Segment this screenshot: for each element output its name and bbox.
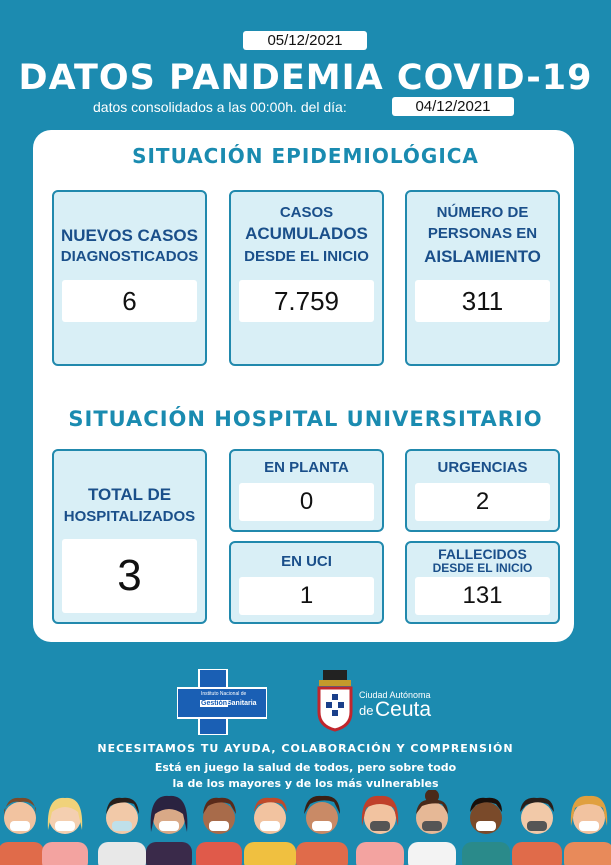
- urgencias-label: URGENCIAS: [437, 459, 528, 476]
- card-nuevos-casos: NUEVOS CASOS DIAGNOSTICADOS 6: [52, 190, 207, 366]
- footer-line-2: Está en juego la salud de todos, pero so…: [154, 761, 457, 774]
- report-date: 05/12/2021: [243, 31, 367, 50]
- total-label-2: HOSPITALIZADOS: [63, 508, 196, 525]
- people-illustration: [0, 790, 611, 865]
- person-11: [512, 797, 562, 865]
- total-value: 3: [62, 539, 197, 613]
- ceuta-label-name: Ceuta: [375, 698, 432, 721]
- page-subtitle: datos consolidados a las 00:00h. del día…: [93, 99, 347, 115]
- fallecidos-label-2: DESDE EL INICIO: [432, 561, 533, 575]
- planta-label: EN PLANTA: [264, 459, 349, 476]
- person-9: [408, 790, 456, 865]
- card-casos-acumulados: CASOS ACUMULADOS DESDE EL INICIO 7.759: [229, 190, 384, 366]
- person-12: [564, 795, 611, 865]
- person-6: [244, 797, 296, 865]
- ceuta-label-de: de: [359, 703, 374, 718]
- aislamiento-label-1: NÚMERO DE: [436, 204, 529, 221]
- uci-label: EN UCI: [281, 553, 332, 570]
- person-3: [98, 797, 146, 865]
- ingesa-logo: Instituto Nacional de Gestión Sanitaria: [176, 668, 268, 736]
- aislamiento-label-2: PERSONAS EN: [427, 225, 538, 242]
- card-total-hospitalizados: TOTAL DE HOSPITALIZADOS 3: [52, 449, 207, 624]
- person-2: [42, 797, 88, 865]
- fallecidos-label-1: FALLECIDOS: [438, 546, 527, 562]
- uci-value: 1: [239, 577, 374, 615]
- nuevos-casos-label-1: NUEVOS CASOS: [61, 226, 198, 245]
- card-aislamiento: NÚMERO DE PERSONAS EN AISLAMIENTO 311: [405, 190, 560, 366]
- acumulados-label-1: CASOS: [279, 204, 334, 221]
- nuevos-casos-label-2: DIAGNOSTICADOS: [60, 248, 199, 265]
- total-label-1: TOTAL DE: [87, 485, 172, 504]
- ceuta-label-1: Ciudad Autónoma: [359, 690, 431, 700]
- person-5: [196, 797, 242, 865]
- footer-heading: NECESITAMOS TU AYUDA, COLABORACIÓN Y COM…: [97, 742, 514, 755]
- card-en-planta: EN PLANTA 0: [229, 449, 384, 532]
- acumulados-label-2: ACUMULADOS: [245, 224, 368, 243]
- section-title-hospital: SITUACIÓN HOSPITAL UNIVERSITARIO: [68, 407, 543, 431]
- ceuta-logo: Ciudad Autónoma de Ceuta: [315, 668, 455, 732]
- card-fallecidos: FALLECIDOS DESDE EL INICIO 131: [405, 541, 560, 624]
- urgencias-value: 2: [415, 483, 550, 521]
- ceuta-shield-icon: [317, 670, 353, 732]
- ingesa-label-gestion: Gestión: [200, 700, 229, 707]
- section-title-epidemiologica: SITUACIÓN EPIDEMIOLÓGICA: [132, 144, 479, 168]
- consolidated-date: 04/12/2021: [392, 97, 514, 116]
- aislamiento-label-3: AISLAMIENTO: [424, 247, 541, 266]
- person-1: [0, 797, 44, 865]
- card-en-uci: EN UCI 1: [229, 541, 384, 624]
- card-urgencias: URGENCIAS 2: [405, 449, 560, 532]
- ingesa-label-1: Instituto Nacional de: [201, 691, 247, 697]
- ingesa-label-sanitaria: Sanitaria: [227, 700, 257, 707]
- footer-line-3: la de los mayores y de los más vulnerabl…: [172, 777, 439, 790]
- nuevos-casos-value: 6: [62, 280, 197, 322]
- acumulados-value: 7.759: [239, 280, 374, 322]
- page-title: DATOS PANDEMIA COVID-19: [18, 58, 593, 98]
- person-4: [146, 795, 192, 865]
- acumulados-label-3: DESDE EL INICIO: [244, 248, 369, 265]
- fallecidos-value: 131: [415, 577, 550, 615]
- person-8: [356, 795, 404, 865]
- aislamiento-value: 311: [415, 280, 550, 322]
- person-10: [462, 797, 510, 865]
- person-7: [296, 795, 348, 865]
- planta-value: 0: [239, 483, 374, 521]
